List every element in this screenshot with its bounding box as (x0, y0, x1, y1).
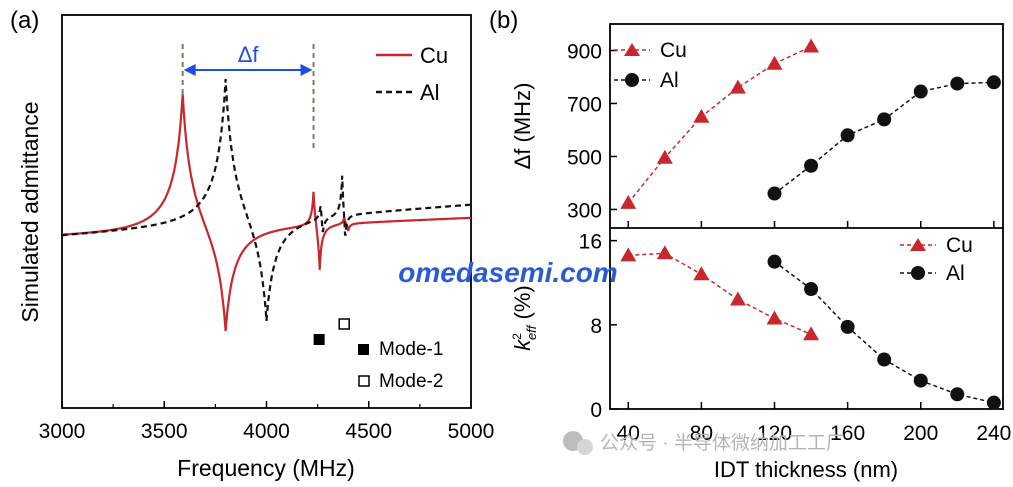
wechat-badge: 公众号 · 半导体微纳加工工厂 (563, 431, 845, 455)
keff-point-al (950, 387, 965, 402)
delta-f-point-al (950, 76, 965, 91)
panel-b-bottom-y-label: k2eff (%) (510, 285, 539, 350)
panel-a-x-label: Frequency (MHz) (177, 455, 355, 481)
top-y-tick-label: 500 (567, 146, 602, 169)
delta-f-point-cu (620, 194, 637, 209)
panel-b-top-legend: Cu Al (614, 39, 687, 92)
bottom-legend-al-marker (911, 266, 925, 280)
panel-a-mode-markers (313, 318, 350, 345)
keff-point-al (877, 352, 892, 367)
delta-f-point-al (840, 128, 855, 143)
panel-b-series (620, 38, 1001, 410)
b-x-tick-label: 40 (617, 422, 640, 445)
delta-f-point-cu (729, 79, 746, 94)
bottom-legend-cu-marker (910, 238, 926, 251)
delta-f-point-al (804, 158, 819, 173)
top-y-tick-label: 700 (567, 93, 602, 116)
panel-a-curves (61, 78, 472, 332)
delta-f-point-al (877, 112, 892, 127)
a-x-tick-label: 3500 (141, 420, 188, 443)
bottom-y-tick-label: 16 (579, 231, 602, 254)
panel-a-label: (a) (10, 7, 39, 34)
keff-subscript: eff (524, 324, 539, 340)
bottom-legend-al-label: Al (946, 262, 965, 285)
delta-f-point-al (913, 84, 928, 99)
wechat-icon-bubble (577, 439, 593, 455)
keff-point-cu (656, 245, 673, 260)
bottom-y-tick-label: 0 (590, 399, 602, 422)
b-x-tick-label: 240 (976, 422, 1011, 445)
mode-2-marker (338, 318, 350, 330)
keff-point-cu (766, 310, 783, 325)
keff-unit: (%) (510, 285, 535, 325)
wechat-caption: 公众号 · 半导体微纳加工工厂 (600, 432, 845, 454)
b-x-tick-label: 120 (757, 422, 792, 445)
delta-f-point-cu (766, 55, 783, 70)
top-legend-cu-label: Cu (660, 39, 687, 62)
keff-point-al (767, 254, 782, 269)
panel-b-top-y-axis: 300 500 700 900 (567, 40, 617, 222)
keff-point-al (986, 395, 1001, 410)
top-legend-al-label: Al (660, 69, 679, 92)
keff-point-al (804, 282, 819, 297)
panel-a-mode-legend: Mode-1 Mode-2 (358, 339, 443, 392)
keff-point-cu (729, 291, 746, 306)
keff-superscript: 2 (510, 333, 524, 340)
delta-f-arrowhead-right (300, 64, 313, 76)
a-x-tick-label: 4000 (243, 420, 290, 443)
top-legend-cu-marker (624, 43, 640, 56)
delta-f-arrowhead-left (183, 64, 196, 76)
b-x-tick-label: 80 (690, 422, 713, 445)
panel-a-x-axis: 3000 3500 4000 4500 5000 (39, 401, 495, 443)
keff-point-al (840, 319, 855, 334)
panel-b-bottom-y-axis: 0 8 16 (579, 231, 617, 422)
mode-1-legend-marker (358, 344, 369, 355)
legend-cu-label: Cu (420, 43, 448, 68)
watermark: omedasemi.com (398, 257, 617, 288)
delta-f-point-cu (693, 108, 710, 123)
panel-b-bottom-legend: Cu Al (900, 234, 973, 285)
legend-al-label: Al (420, 80, 440, 105)
panel-b-frame (609, 23, 1004, 410)
a-x-tick-label: 4500 (345, 420, 392, 443)
bottom-legend-cu-label: Cu (946, 234, 973, 257)
keff-k: k (510, 339, 535, 351)
panel-b-label: (b) (489, 7, 518, 34)
panel-a-y-label: Simulated admittance (17, 101, 43, 322)
top-legend-al-marker (625, 73, 639, 87)
a-series-cu (61, 94, 471, 332)
a-x-tick-label: 3000 (39, 420, 86, 443)
keff-point-cu (620, 247, 637, 262)
delta-f-point-cu (803, 38, 820, 53)
delta-f-point-al (767, 186, 782, 201)
b-x-tick-label: 160 (830, 422, 865, 445)
delta-f-label: Δf (238, 42, 260, 67)
a-x-tick-label: 5000 (448, 420, 495, 443)
keff-point-al (913, 373, 928, 388)
top-y-tick-label: 900 (567, 40, 602, 63)
keff-point-cu (693, 266, 710, 281)
panel-b-x-label: IDT thickness (nm) (714, 457, 898, 482)
top-y-tick-label: 300 (567, 199, 602, 222)
mode-2-legend-marker (358, 375, 370, 387)
b-x-tick-label: 200 (903, 422, 938, 445)
panel-b-top-y-label: Δf (MHz) (510, 83, 535, 170)
panel-b-x-axis: 40 80 120 160 200 240 (617, 221, 1011, 445)
delta-f-line-al (774, 81, 994, 195)
delta-f-point-al (986, 75, 1001, 90)
delta-f-line-cu (627, 45, 812, 204)
keff-point-cu (803, 326, 820, 341)
mode-1-legend-label: Mode-1 (379, 339, 443, 360)
panel-a-delta-f-annotation: Δf (181, 42, 315, 150)
delta-f-point-cu (656, 149, 673, 164)
mode-2-legend-label: Mode-2 (379, 371, 443, 392)
bottom-y-tick-label: 8 (590, 315, 602, 338)
panel-a-legend: Cu Al (376, 43, 448, 105)
mode-1-marker (313, 334, 325, 345)
keff-line-cu (628, 252, 812, 335)
